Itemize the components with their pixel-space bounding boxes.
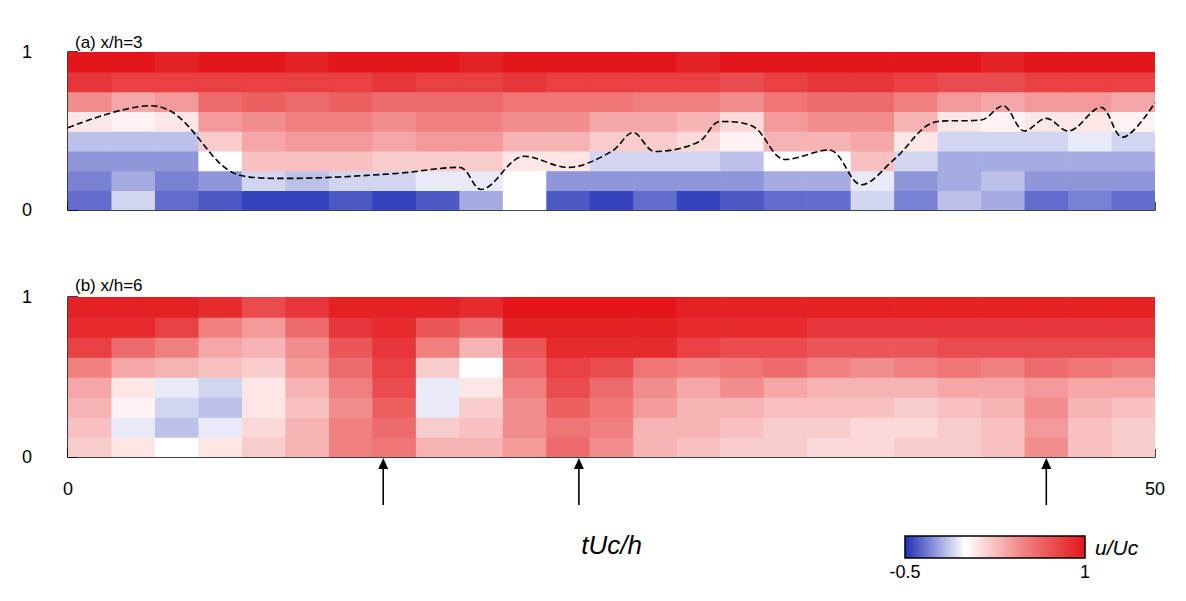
svg-text:u/Uc: u/Uc bbox=[1095, 536, 1139, 559]
svg-text:1: 1 bbox=[22, 42, 32, 62]
svg-text:(a) x/h=3: (a) x/h=3 bbox=[75, 33, 143, 52]
svg-text:tUc/h: tUc/h bbox=[581, 530, 642, 560]
svg-text:1: 1 bbox=[22, 287, 32, 307]
svg-text:-0.5: -0.5 bbox=[889, 562, 920, 582]
svg-text:0: 0 bbox=[22, 200, 32, 220]
svg-text:1: 1 bbox=[1080, 562, 1090, 582]
svg-text:0: 0 bbox=[63, 479, 73, 499]
svg-text:(b) x/h=6: (b) x/h=6 bbox=[75, 276, 143, 295]
svg-text:50: 50 bbox=[1145, 479, 1165, 499]
svg-text:0: 0 bbox=[22, 447, 32, 467]
